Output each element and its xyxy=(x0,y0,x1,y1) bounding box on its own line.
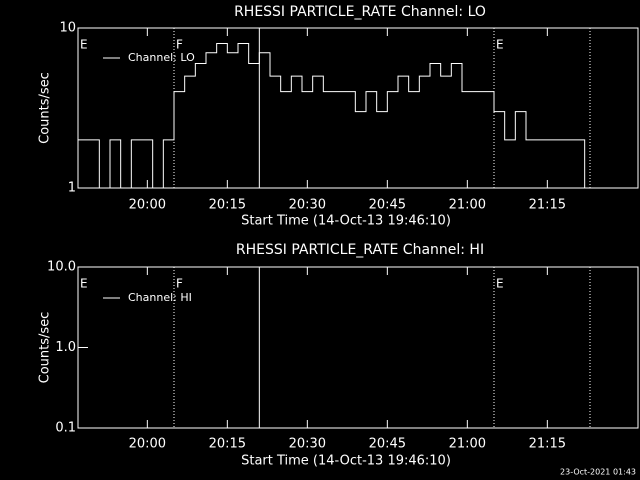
chart-title: RHESSI PARTICLE_RATE Channel: LO xyxy=(234,4,486,20)
flag-label: E xyxy=(496,38,504,52)
flag-label: E xyxy=(496,277,504,291)
chart-title: RHESSI PARTICLE_RATE Channel: HI xyxy=(236,242,484,258)
flag-label: F xyxy=(176,38,183,52)
footer: 23-Oct-2021 01:43 xyxy=(560,468,636,477)
x-tick-label: 21:00 xyxy=(449,437,486,452)
x-tick-label: 20:15 xyxy=(209,437,246,452)
x-tick-label: 20:45 xyxy=(369,198,406,213)
x-tick-label: 20:45 xyxy=(369,437,406,452)
data-line xyxy=(78,43,586,189)
flag-label: E xyxy=(80,277,88,291)
y-axis-title: Counts/sec xyxy=(38,312,53,384)
flag-label: F xyxy=(176,277,183,291)
flag-label: E xyxy=(80,38,88,52)
y-tick-label: 10 xyxy=(59,21,76,36)
legend-label: Channel: HI xyxy=(128,291,192,304)
y-tick-label: 1.0 xyxy=(55,340,76,355)
y-axis-title: Counts/sec xyxy=(38,72,53,144)
x-axis-title: Start Time (14-Oct-13 19:46:10) xyxy=(241,214,451,229)
x-tick-label: 21:00 xyxy=(449,198,486,213)
x-axis-title: Start Time (14-Oct-13 19:46:10) xyxy=(241,454,451,469)
x-tick-label: 20:15 xyxy=(209,198,246,213)
y-tick-label: 10.0 xyxy=(47,260,76,275)
legend-label: Channel: LO xyxy=(128,51,195,64)
x-tick-label: 21:15 xyxy=(529,198,566,213)
plot-frame xyxy=(77,27,639,189)
y-tick-label: 1 xyxy=(68,181,76,196)
y-tick-label: 0.1 xyxy=(55,421,76,436)
x-tick-label: 20:00 xyxy=(129,198,166,213)
x-tick-label: 20:00 xyxy=(129,437,166,452)
x-tick-label: 20:30 xyxy=(289,437,326,452)
x-tick-label: 20:30 xyxy=(289,198,326,213)
x-tick-label: 21:15 xyxy=(529,437,566,452)
